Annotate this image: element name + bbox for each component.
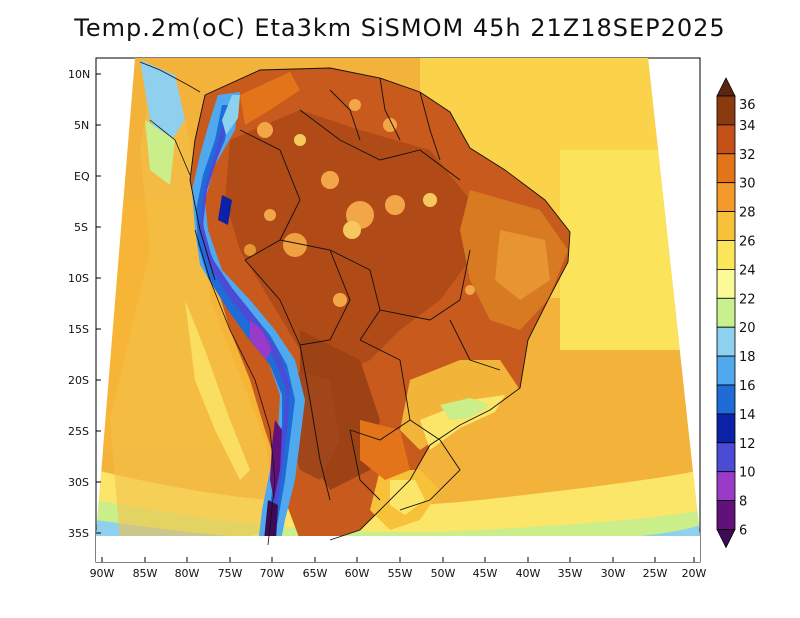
lat-tick-label: 5N [74,119,89,132]
lat-tick-label: 5S [74,221,88,234]
lon-tick-label: 20W [682,567,707,580]
colorbar-arrow-top [716,77,736,97]
colorbar: 36 34 32 30 28 26 24 22 20 18 16 14 12 10 8 6 [716,77,756,549]
lon-tick-label: 25W [643,567,668,580]
colorbar-label: 30 [739,177,756,192]
colorbar-label: 12 [739,437,756,452]
colorbar-label: 20 [739,321,756,336]
lon-tick-label: 75W [218,567,243,580]
lat-tick-label: 20S [68,374,89,387]
colorbar-label: 14 [739,408,756,423]
colorbar-label: 34 [739,119,756,134]
colorbar-label: 32 [739,148,756,163]
lat-ticks [96,73,101,534]
colorbar-swatch [716,384,736,415]
lon-tick-label: 30W [601,567,626,580]
colorbar-label: 18 [739,350,756,365]
colorbar-label: 36 [739,98,756,113]
colorbar-swatch [716,326,736,357]
lat-tick-label: 10N [68,68,90,81]
lon-tick-label: 55W [388,567,413,580]
lon-axis: 90W 85W 80W 75W 70W 65W 60W 55W 50W 45W … [90,567,707,580]
colorbar-label: 6 [739,524,747,539]
lat-tick-label: 15S [68,323,89,336]
lon-tick-label: 45W [473,567,498,580]
colorbar-label: 8 [739,495,747,510]
lon-tick-label: 60W [345,567,370,580]
lat-tick-label: 35S [68,527,89,540]
colorbar-label: 22 [739,292,756,307]
colorbar-arrow-bottom [716,529,736,549]
lon-tick-label: 85W [133,567,158,580]
colorbar-swatch [716,297,736,328]
colorbar-swatch [716,95,736,126]
coastline-west [139,61,276,546]
lat-tick-label: EQ [74,170,90,183]
colorbar-swatch [716,268,736,299]
colorbar-label: 26 [739,235,756,250]
colorbar-swatch [716,182,736,212]
colorbar-label: 28 [739,206,756,221]
colorbar-label: 16 [739,379,756,394]
lon-tick-label: 70W [260,567,285,580]
lon-tick-label: 35W [558,567,583,580]
lon-tick-label: 80W [175,567,200,580]
map-title: Temp.2m(oC) Eta3km SiSMOM 45h 21Z18SEP20… [74,14,726,42]
temperature-field [96,58,700,536]
colorbar-swatch [716,413,736,444]
colorbar-swatch [716,124,736,155]
lat-tick-label: 25S [68,425,89,438]
lat-tick-label: 30S [68,476,89,489]
lat-axis: 10N 5N EQ 5S 10S 15S 20S 25S 30S 35S [68,68,90,540]
country-borders [189,67,571,541]
colorbar-swatch [716,153,736,184]
colorbar-swatch [716,471,736,502]
colorbar-swatch [716,211,736,241]
colorbar-label: 24 [739,263,756,278]
lon-tick-label: 90W [90,567,115,580]
colorbar-label: 10 [739,466,756,481]
colorbar-swatch [716,240,736,270]
lon-ticks [101,557,695,562]
colorbar-swatch [716,355,736,386]
colorbar-swatch [716,500,736,530]
lon-tick-label: 40W [516,567,541,580]
lon-tick-label: 50W [431,567,456,580]
lon-tick-label: 65W [303,567,328,580]
colorbar-swatch [716,442,736,473]
lat-tick-label: 10S [68,272,89,285]
